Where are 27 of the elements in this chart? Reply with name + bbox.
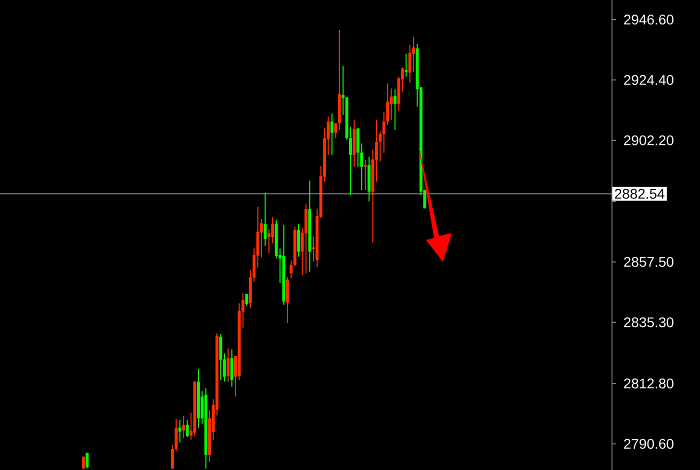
y-tick-label: 2857.50 [624, 256, 674, 267]
candlestick [182, 415, 186, 438]
candlestick [226, 348, 230, 383]
candlestick [86, 452, 89, 470]
candlestick [394, 88, 397, 131]
y-tick-label: 2902.20 [624, 135, 674, 146]
candlestick [404, 53, 408, 78]
candlestick [297, 223, 300, 258]
candlestick [186, 419, 189, 438]
candlestick [245, 293, 248, 307]
candlestick [390, 88, 393, 120]
candlestick [286, 276, 289, 324]
y-tick-label: 2790.60 [624, 438, 674, 449]
candlestick [219, 333, 222, 380]
y-tick-label: 2812.80 [624, 378, 674, 388]
candlestick [330, 112, 334, 156]
candlestick [334, 122, 338, 139]
y-tick-label: 2946.60 [624, 14, 674, 25]
y-tick-label: 2924.40 [624, 75, 674, 85]
candlestick [230, 348, 234, 388]
candlestick [267, 228, 270, 254]
ref-line-label: 2882.54 [614, 188, 664, 199]
candlestick [364, 159, 367, 191]
candlestick [264, 192, 267, 246]
y-tick-label: 2835.30 [624, 317, 674, 328]
candlestick [178, 419, 182, 444]
candlestick [290, 260, 293, 279]
